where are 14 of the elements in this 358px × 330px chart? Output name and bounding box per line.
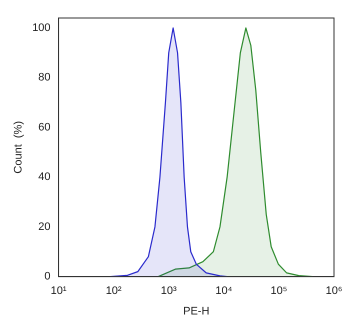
- y-tick-label: 20: [38, 220, 51, 233]
- x-tick-label: 10⁶: [326, 285, 342, 298]
- x-tick-label: 10²: [106, 285, 122, 298]
- y-tick-label: 100: [32, 22, 51, 34]
- x-tick-label: 10¹: [50, 285, 67, 298]
- y-tick-label: 0: [44, 270, 51, 283]
- x-tick-label: 10⁴: [215, 285, 233, 298]
- y-tick-label: 80: [38, 72, 51, 84]
- x-tick-label: 10³: [160, 285, 178, 298]
- y-axis-title: Count (%): [12, 121, 25, 174]
- x-axis-title: PE-H: [183, 305, 210, 318]
- x-tick-label: 10⁵: [270, 285, 288, 298]
- y-tick-label: 60: [38, 121, 51, 134]
- y-tick-label: 40: [38, 171, 51, 184]
